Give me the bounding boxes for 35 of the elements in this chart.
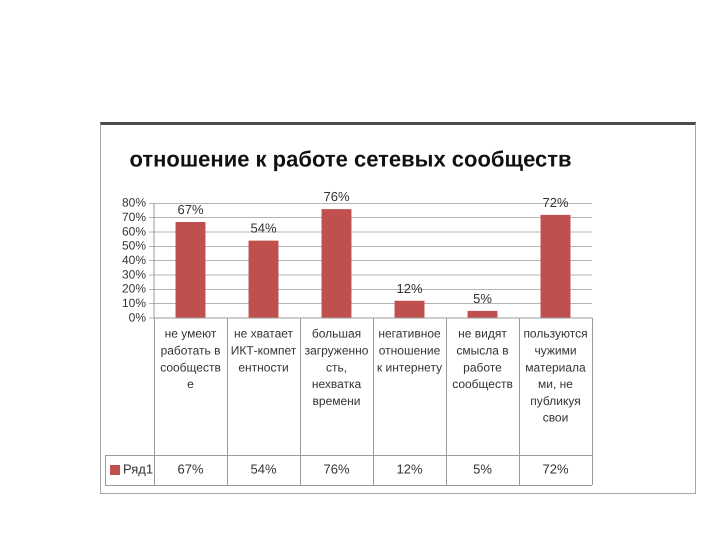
legend-label: Ряд1 (123, 462, 154, 477)
x-tick-label: негативное отношение к интернету (376, 326, 442, 374)
data-label: 54% (250, 462, 277, 477)
y-tick-label: 40% (122, 253, 146, 268)
y-tick-label: 60% (122, 224, 146, 238)
x-tick-label: не умеют работать в сообществе (160, 326, 221, 392)
data-label: 76% (323, 462, 350, 477)
y-tick-label: 10% (122, 296, 146, 310)
text: 72% (542, 194, 569, 210)
data-label: 12% (396, 462, 423, 477)
y-tick-label: 20% (122, 282, 146, 296)
text: 67% (177, 202, 204, 218)
bar (176, 222, 206, 318)
bar (394, 300, 424, 318)
chart-title: отношение к работе сетевых сообществ (129, 146, 572, 172)
data-label: 5% (473, 462, 492, 477)
data-label: 67% (177, 462, 204, 477)
y-tick-label: 70% (122, 210, 146, 224)
y-tick-label: 30% (122, 267, 146, 282)
y-tick-label: 50% (122, 238, 146, 253)
y-tick-label: 0% (128, 310, 146, 324)
text: 5% (473, 290, 492, 306)
text: 54% (250, 220, 277, 236)
bar (540, 214, 570, 318)
text: 76% (323, 189, 350, 204)
bar (248, 240, 278, 318)
x-tick-label: не хватает ИКТ-компетентности (230, 326, 297, 374)
bar (322, 209, 352, 318)
x-tick-label: пользуются чужими материалами, не публикуя свои (523, 326, 588, 425)
y-tick-label: 80% (122, 196, 146, 210)
data-label: 72% (542, 462, 569, 477)
bar (468, 310, 498, 318)
x-tick-label: большая загруженность, нехватка времени (304, 326, 369, 408)
text: 12% (396, 280, 423, 296)
x-tick-label: не видят смысла в работе сообществ (452, 326, 513, 392)
